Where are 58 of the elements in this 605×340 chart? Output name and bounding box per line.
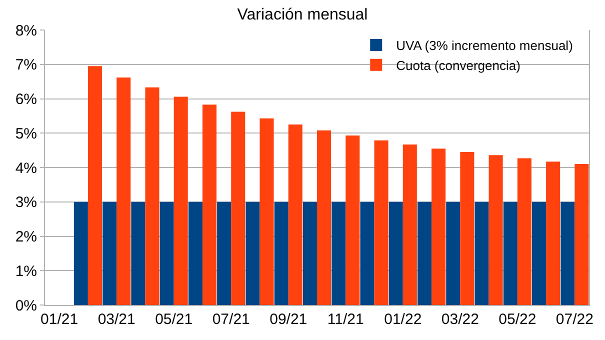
bar	[302, 202, 317, 305]
bar	[402, 144, 417, 305]
bar	[145, 87, 160, 305]
bar	[346, 136, 360, 305]
legend-label: Cuota (convergencia)	[396, 58, 520, 73]
y-tick-label: 6%	[15, 91, 37, 108]
y-tick-label: 8%	[15, 22, 37, 40]
bar	[532, 202, 546, 305]
bar	[317, 130, 332, 305]
x-tick-label: 07/21	[212, 311, 250, 328]
bar	[360, 202, 374, 305]
bar	[202, 104, 216, 305]
bar	[160, 202, 174, 305]
y-tick-label: 4%	[15, 160, 37, 177]
x-tick-label: 05/21	[155, 311, 193, 328]
x-tick-label: 03/21	[98, 311, 136, 328]
x-tick-label: 05/22	[498, 311, 536, 328]
bar	[217, 202, 232, 305]
bar	[260, 118, 274, 305]
bar	[88, 66, 102, 305]
bar	[432, 148, 446, 305]
bar	[418, 202, 432, 305]
bar	[332, 202, 346, 305]
x-tick-label: 01/22	[384, 311, 422, 328]
bar	[560, 202, 575, 305]
bar	[131, 202, 146, 305]
x-tick-label: 03/22	[441, 311, 479, 328]
bar	[446, 202, 460, 305]
bar	[574, 164, 589, 305]
x-tick-label: 07/22	[556, 311, 594, 328]
bar	[116, 77, 131, 305]
legend-label: UVA (3% incremento mensual)	[396, 38, 573, 54]
bar	[374, 140, 388, 305]
bar	[517, 158, 532, 305]
bar	[288, 124, 302, 305]
bar	[388, 202, 403, 305]
y-tick-label: 0%	[15, 297, 37, 314]
bar	[246, 202, 260, 305]
bar	[474, 202, 489, 305]
bar	[74, 202, 88, 305]
y-tick-label: 1%	[15, 262, 37, 280]
bar	[174, 96, 188, 305]
y-tick-label: 3%	[15, 194, 37, 212]
bar	[274, 202, 288, 305]
bar	[231, 112, 246, 305]
x-tick-label: 09/21	[270, 311, 308, 328]
bar	[488, 155, 503, 305]
bar	[503, 202, 518, 305]
y-tick-label: 2%	[15, 228, 37, 246]
bar	[188, 202, 202, 305]
y-tick-label: 7%	[15, 56, 37, 74]
bar	[102, 202, 117, 305]
bar	[460, 152, 474, 305]
x-tick-label: 11/21	[327, 311, 364, 328]
bar	[546, 162, 560, 305]
chart-title: Variación mensual	[237, 6, 368, 24]
y-tick-label: 5%	[15, 125, 37, 142]
x-tick-label: 01/21	[40, 311, 78, 328]
